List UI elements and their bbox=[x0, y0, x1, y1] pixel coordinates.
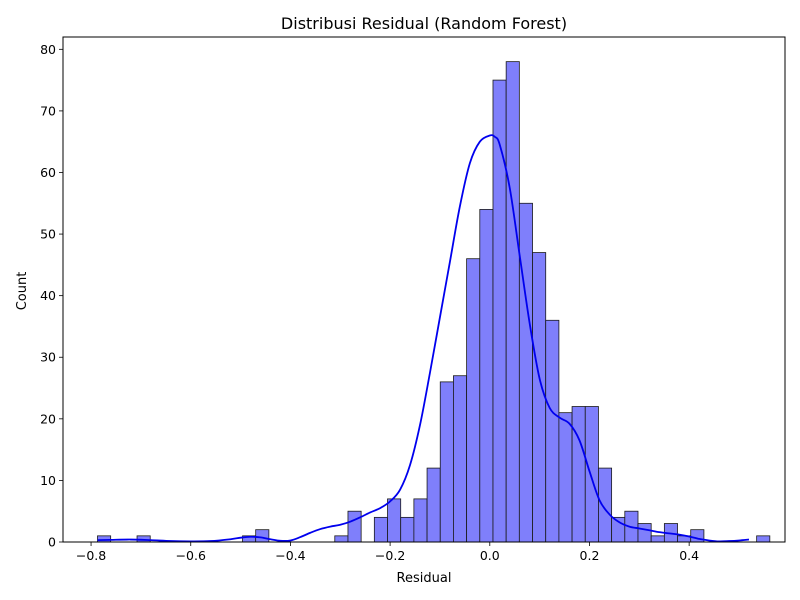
histogram-bar bbox=[598, 467, 613, 543]
histogram-bar bbox=[426, 467, 441, 543]
histogram-bar bbox=[466, 258, 481, 543]
histogram-bars bbox=[97, 61, 771, 543]
histogram-bar bbox=[453, 375, 468, 543]
histogram-bar bbox=[413, 498, 428, 543]
y-tick-label: 80 bbox=[40, 42, 56, 57]
histogram-bar bbox=[400, 516, 415, 543]
y-tick-label: 20 bbox=[40, 411, 56, 426]
histogram-bar bbox=[334, 535, 349, 543]
y-tick-label: 50 bbox=[40, 227, 56, 242]
histogram-bar bbox=[532, 252, 547, 543]
histogram-bar bbox=[347, 510, 362, 543]
y-tick-label: 10 bbox=[40, 473, 56, 488]
y-tick-label: 0 bbox=[48, 535, 56, 550]
histogram-bar bbox=[637, 523, 652, 543]
histogram-bar bbox=[255, 529, 270, 543]
histogram-bar bbox=[439, 381, 454, 543]
x-axis: −0.8 −0.6 −0.4 −0.2 0.0 0.2 0.4 bbox=[76, 542, 699, 563]
y-tick-label: 60 bbox=[40, 165, 56, 180]
x-tick-label: −0.8 bbox=[76, 548, 106, 563]
histogram-bar bbox=[387, 498, 402, 543]
histogram-bar bbox=[97, 535, 112, 543]
histogram-bar bbox=[584, 406, 599, 543]
histogram-bar bbox=[545, 319, 560, 543]
histogram-bar bbox=[518, 202, 533, 543]
x-tick-label: −0.4 bbox=[275, 548, 305, 563]
chart-title: Distribusi Residual (Random Forest) bbox=[281, 14, 567, 33]
x-tick-label: −0.2 bbox=[375, 548, 405, 563]
histogram-bar bbox=[650, 535, 665, 543]
histogram-bar bbox=[505, 61, 520, 543]
plot-frame bbox=[62, 36, 786, 543]
x-tick-label: 0.4 bbox=[679, 548, 699, 563]
kde-curve bbox=[97, 134, 750, 543]
histogram-bar bbox=[479, 209, 494, 543]
y-tick-label: 40 bbox=[40, 288, 56, 303]
histogram-bar bbox=[558, 412, 573, 543]
y-axis-label: Count bbox=[15, 272, 30, 311]
y-axis: 0 10 20 30 40 50 60 70 80 bbox=[40, 42, 63, 550]
x-tick-label: 0.0 bbox=[480, 548, 500, 563]
histogram-bar bbox=[373, 516, 388, 543]
histogram-bar bbox=[571, 406, 586, 543]
y-tick-label: 30 bbox=[40, 350, 56, 365]
y-tick-label: 70 bbox=[40, 103, 56, 118]
histogram-bar bbox=[492, 79, 507, 543]
x-tick-label: −0.6 bbox=[176, 548, 206, 563]
x-axis-label: Residual bbox=[397, 571, 452, 586]
x-tick-label: 0.2 bbox=[580, 548, 600, 563]
histogram-bar bbox=[756, 535, 771, 543]
